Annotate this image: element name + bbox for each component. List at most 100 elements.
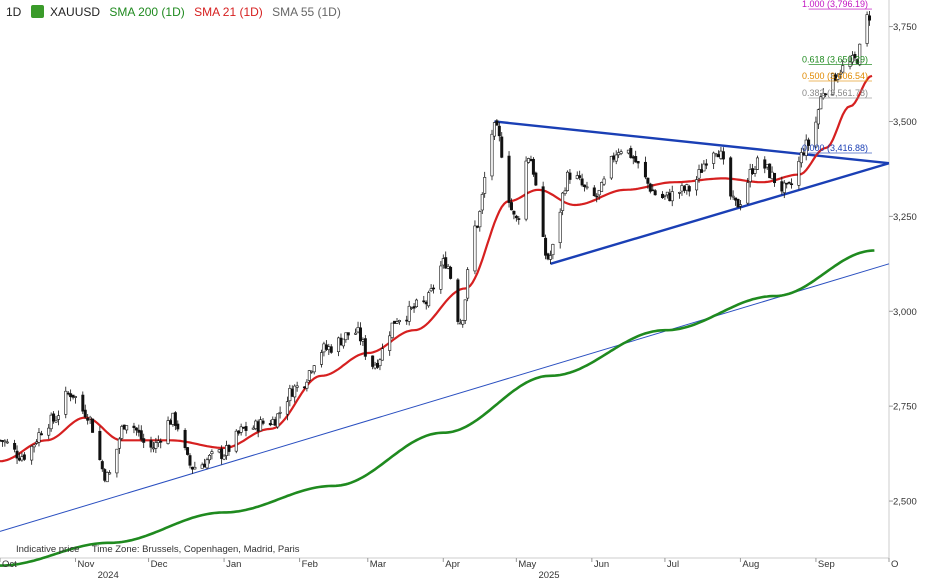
candle-body: [358, 327, 362, 342]
candle-body: [159, 440, 163, 443]
candle-body: [466, 269, 470, 299]
y-tick-label: 3,750: [893, 22, 917, 33]
candle-body: [339, 337, 343, 346]
candle-body: [295, 385, 299, 388]
candle-body: [103, 469, 107, 481]
candle-body: [636, 161, 640, 164]
x-tick-label: O: [891, 559, 898, 570]
candle-body: [746, 182, 750, 204]
candle-body: [858, 43, 862, 66]
candle-body: [344, 332, 348, 341]
candle-body: [71, 394, 75, 398]
candle-body: [651, 189, 655, 192]
candle-body: [797, 160, 801, 186]
candle-body: [422, 300, 426, 303]
candle-body: [222, 455, 226, 460]
candle-body: [88, 416, 92, 420]
interval-label[interactable]: 1D: [6, 5, 22, 19]
symbol-label[interactable]: XAUUSD: [50, 5, 101, 19]
candle-body: [865, 14, 869, 44]
candle-body: [5, 441, 9, 444]
candle-body: [373, 364, 377, 369]
candle-body: [704, 163, 708, 166]
candle-body: [717, 154, 721, 158]
candle-body: [753, 169, 757, 174]
candle-body: [490, 133, 494, 177]
candle-body: [660, 193, 664, 199]
candle-body: [166, 420, 170, 444]
sma55-legend[interactable]: SMA 55 (1D): [272, 5, 341, 19]
candle-body: [132, 425, 136, 428]
x-tick-label: Sep: [818, 559, 835, 570]
candle-body: [495, 120, 499, 126]
candle-body: [546, 253, 550, 260]
candle-body: [390, 322, 394, 339]
candle-body: [137, 429, 141, 433]
candle-body: [561, 192, 565, 211]
x-tick-label: Apr: [445, 559, 460, 570]
candle-body: [432, 287, 436, 290]
candle-body: [524, 160, 528, 220]
candle-body: [653, 190, 657, 196]
candle-body: [320, 352, 324, 365]
candle-body: [15, 450, 19, 459]
candle-body: [205, 459, 209, 469]
candle-body: [670, 191, 674, 202]
candle-body: [755, 157, 759, 170]
candle-body: [512, 210, 516, 215]
sma21-legend[interactable]: SMA 21 (1D): [194, 5, 263, 19]
candle-body: [619, 151, 623, 154]
candle-body: [64, 390, 68, 415]
candle-body: [259, 419, 263, 432]
candle-body: [66, 392, 70, 395]
candle-body: [427, 292, 431, 307]
candle-body: [273, 419, 277, 426]
candle-body: [614, 154, 618, 162]
candle-body: [183, 429, 187, 449]
candle-body: [478, 211, 482, 228]
candle-body: [668, 192, 672, 202]
candle-body: [139, 430, 143, 440]
candle-body: [0, 440, 4, 442]
candle-body: [804, 139, 808, 156]
candle-body: [814, 121, 818, 148]
x-tick-label: Nov: [78, 559, 95, 570]
candle-body: [592, 187, 596, 197]
candle-body: [261, 420, 265, 424]
candle-body: [376, 362, 380, 368]
candle-body: [765, 164, 769, 168]
candle-body: [831, 73, 835, 95]
candle-body: [3, 440, 7, 443]
candle-body: [22, 454, 26, 460]
candle-body: [456, 279, 460, 322]
candle-body: [361, 339, 365, 342]
candle-body: [799, 152, 803, 164]
candle-body: [242, 426, 246, 429]
candle-body: [819, 96, 823, 110]
chart-header: 1D XAUUSD SMA 200 (1D) SMA 21 (1D) SMA 5…: [6, 5, 347, 19]
y-tick-label: 2,750: [893, 402, 917, 413]
candle-body: [307, 370, 311, 381]
candle-body: [838, 73, 842, 75]
candle-body: [568, 172, 572, 180]
candle-body: [207, 455, 211, 461]
candle-body: [39, 433, 43, 436]
candle-body: [17, 458, 21, 461]
candle-body: [773, 172, 777, 184]
candle-body: [544, 237, 548, 256]
candle-body: [337, 337, 341, 353]
candle-body: [256, 421, 260, 432]
trendline-long-support: [0, 263, 890, 532]
candle-body: [312, 365, 316, 373]
x-tick-label: May: [518, 559, 536, 570]
candle-body: [285, 401, 289, 415]
candle-body: [629, 148, 633, 158]
candle-body: [156, 440, 160, 444]
candle-body: [729, 157, 733, 197]
sma200-legend[interactable]: SMA 200 (1D): [109, 5, 185, 19]
candle-body: [449, 266, 453, 279]
candle-body: [278, 411, 282, 414]
candle-body: [558, 211, 562, 243]
candles-layer: [0, 11, 872, 483]
